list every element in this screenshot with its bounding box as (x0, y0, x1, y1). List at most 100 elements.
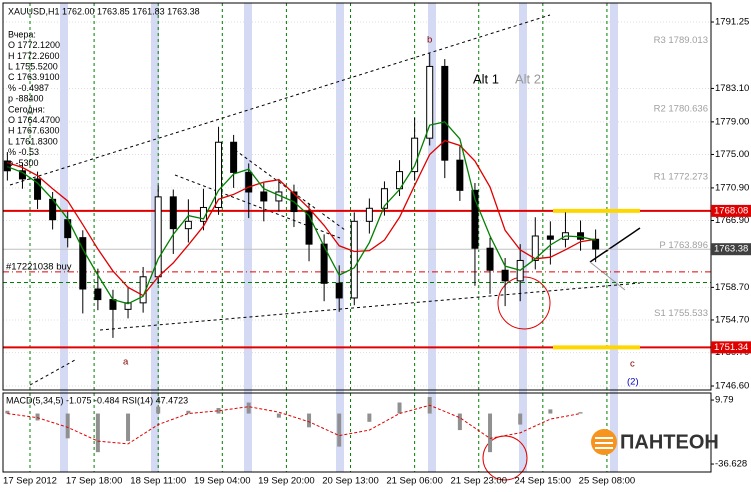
macd-bar (95, 413, 100, 453)
level-tag (711, 243, 751, 256)
symbol-header: XAUUSD,H1 1762.00 1763.85 1761.83 1763.3… (8, 6, 200, 16)
macd-bar (126, 413, 131, 442)
moving-average (7, 121, 596, 305)
alt-1-label: Alt 1 (473, 71, 499, 86)
info-line: L 1755.5200 (8, 61, 58, 71)
candle-body (260, 191, 268, 202)
candle-body (531, 235, 539, 261)
candle-body (215, 141, 223, 208)
candle-body (471, 189, 479, 249)
info-line: C 1763.9100 (8, 72, 60, 82)
candle-body (592, 238, 600, 250)
candle-body (34, 178, 42, 200)
y-tick-label: 1770.90 (715, 182, 749, 193)
x-tick-label: 25 Sep 08:00 (579, 476, 636, 487)
macd-bar (367, 413, 372, 422)
info-line: % -0.53 (8, 147, 39, 157)
candle-body (124, 302, 132, 310)
x-tick-label: 21 Sep 23:00 (450, 476, 507, 487)
macd-bar (156, 406, 161, 414)
x-tick-label: 21 Sep 06:00 (386, 476, 443, 487)
x-tick-label: 19 Sep 04:00 (194, 476, 251, 487)
macd-bar (35, 413, 40, 421)
y-tick-label: -36.628 (715, 459, 747, 470)
macd-bar (186, 410, 191, 414)
pivot-name: R1 (654, 171, 666, 182)
y-tick-label: 1791.25 (715, 17, 749, 28)
x-tick-label: 17 Sep 18:00 (66, 476, 123, 487)
y-tick-label: 9.79 (715, 395, 734, 406)
x-tick-label: 18 Sep 11:00 (130, 476, 186, 487)
pivot-value: 1763.896 (668, 240, 708, 251)
candle-body (305, 211, 313, 245)
pivot-name: P (659, 240, 665, 251)
info-line: L 1761.8300 (8, 136, 58, 146)
wave-2: (2) (627, 377, 639, 388)
info-line: p -88400 (8, 94, 44, 104)
candle-body (230, 141, 238, 173)
macd-bar (397, 402, 402, 414)
candle-body (350, 220, 358, 299)
y-tick-label: 1758.70 (715, 282, 749, 293)
pivot-label: R1 1772.273 (654, 171, 708, 182)
candle-body (94, 288, 102, 301)
macd-signal (7, 404, 581, 445)
macd-bar (246, 402, 251, 414)
pivot-value: 1780.636 (668, 103, 708, 114)
pivot-label: R3 1789.013 (654, 35, 708, 46)
candle-body (320, 243, 328, 284)
alt-2-label: Alt 2 (515, 71, 541, 86)
y-tick-label: 1779.00 (715, 116, 749, 127)
pivot-label: R2 1780.636 (654, 103, 708, 114)
wave-b: b (427, 35, 432, 46)
candle-body (245, 171, 253, 193)
candle-body (486, 247, 494, 271)
logo: ПАНТЕОН (591, 429, 719, 455)
candle-body (335, 282, 343, 299)
level-tag (711, 341, 751, 354)
candle-body (501, 269, 509, 282)
candle-body (426, 65, 434, 139)
pivot-value: 1789.013 (668, 35, 708, 46)
macd-frame (2, 392, 712, 473)
macd-bar (307, 413, 312, 428)
macd-bar (488, 413, 493, 453)
moving-average (7, 139, 596, 297)
level-tag (711, 204, 751, 217)
candle-body (365, 207, 373, 222)
y-tick-label: 1783.10 (715, 83, 749, 94)
pivot-value: 1772.273 (668, 171, 708, 182)
info-line: Вчера: (8, 29, 36, 39)
candle-body (3, 160, 11, 172)
y-tick-label: 1775.00 (715, 149, 749, 160)
level-label: 1763.38 (714, 244, 748, 255)
macd-bar (518, 413, 523, 425)
info-line: p -5300 (8, 158, 39, 168)
pivot-name: S1 (654, 308, 666, 319)
macd-bar (578, 412, 583, 414)
candle-body (109, 299, 117, 310)
candle-body (456, 159, 464, 191)
info-line: % -0.4987 (8, 83, 49, 93)
level-label: 1751.34 (714, 342, 748, 353)
info-line: H 1767.6300 (8, 126, 60, 136)
pivot-label: S1 1755.533 (654, 308, 708, 319)
pivot-value: 1755.533 (668, 308, 708, 319)
candle-body (411, 137, 419, 173)
candle-body (546, 235, 554, 240)
main-frame (2, 2, 712, 391)
info-line: H 1772.2600 (8, 51, 60, 61)
pivot-label: P 1763.896 (659, 240, 708, 251)
candle-body (79, 237, 87, 290)
info-line: O 1772.1200 (8, 40, 60, 50)
y-tick-label: 1766.90 (715, 215, 749, 226)
y-tick-label: 1746.60 (715, 381, 749, 392)
candle-body (441, 65, 449, 161)
y-tick-label: 1754.70 (715, 314, 749, 325)
macd-bar (457, 413, 462, 431)
macd-bar (276, 413, 281, 418)
pivot-name: R2 (654, 103, 666, 114)
macd-bar (548, 409, 553, 414)
